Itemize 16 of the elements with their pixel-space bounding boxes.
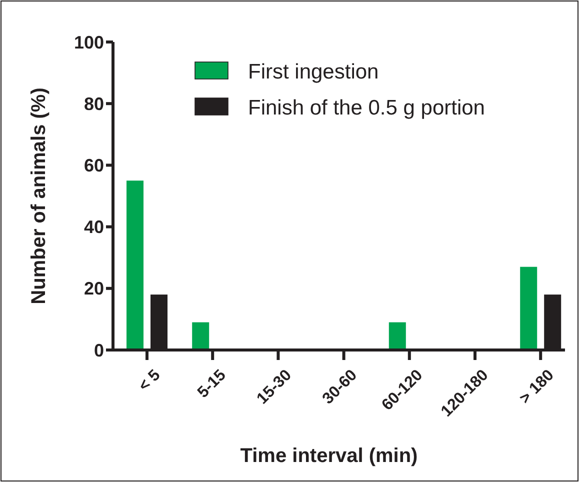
y-tick-label: 80 [84, 94, 104, 114]
x-axis-title: Time interval (min) [240, 445, 418, 467]
x-tick-label: > 180 [516, 366, 558, 408]
y-tick-label: 60 [84, 156, 104, 176]
bar [126, 180, 144, 350]
legend-label: First ingestion [248, 60, 379, 84]
legend-label: Finish of the 0.5 g portion [248, 96, 485, 120]
y-tick-label: 20 [84, 278, 104, 299]
y-tick-label: 100 [74, 32, 104, 52]
y-axis-title: Number of animals (%) [28, 88, 50, 304]
bar [520, 266, 538, 350]
x-tick-label: < 5 [136, 366, 164, 395]
y-tick-label: 40 [84, 217, 104, 238]
bar [388, 322, 406, 350]
bar [192, 322, 210, 350]
y-tick-label: 0 [94, 340, 104, 360]
